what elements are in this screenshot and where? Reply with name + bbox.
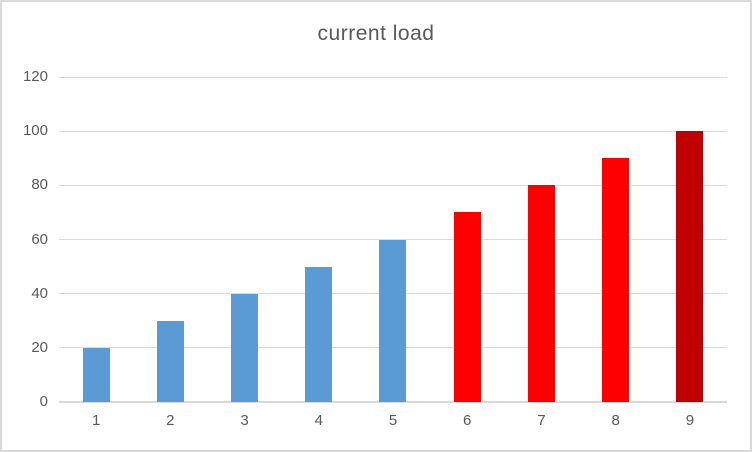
x-axis-labels: 1 2 3 4 5 6 7 8 9 (59, 412, 727, 429)
y-tick-label: 0 (39, 393, 48, 410)
y-tick-label: 20 (31, 338, 48, 356)
bar-slot (282, 77, 356, 402)
x-tick-label: 2 (166, 412, 175, 429)
bar-category-6 (453, 212, 481, 402)
bar-slot (579, 77, 653, 402)
bar-category-7 (527, 185, 555, 402)
bar-category-1 (82, 347, 110, 402)
chart-title: current load (317, 22, 435, 45)
bar-slot (207, 77, 281, 402)
gridline (59, 76, 727, 78)
bar-category-9 (676, 131, 704, 402)
bar-category-5 (379, 239, 407, 402)
gridline (59, 130, 727, 132)
bar-slot (653, 77, 727, 402)
y-tick-label: 100 (22, 122, 48, 140)
bar-category-3 (231, 293, 259, 402)
bar-series (59, 77, 727, 402)
y-tick-label: 60 (31, 230, 48, 248)
x-tick-label: 3 (240, 412, 249, 429)
bar-category-4 (305, 266, 333, 402)
x-tick-label: 9 (685, 412, 695, 429)
x-tick-label: 6 (463, 412, 472, 429)
bar-slot (430, 77, 504, 402)
plot-area (59, 76, 727, 403)
gridline (59, 184, 727, 186)
x-tick-label: 4 (314, 412, 323, 429)
x-tick-label: 8 (611, 412, 620, 429)
y-axis-labels: 0 20 40 60 80 100 120 (0, 68, 48, 410)
bar-slot (504, 77, 578, 402)
bar-slot (59, 77, 133, 402)
x-tick-label: 5 (388, 412, 398, 429)
x-tick-label: 7 (537, 412, 546, 429)
bar-category-2 (156, 320, 184, 402)
x-tick-label: 1 (91, 412, 101, 429)
y-tick-label: 80 (31, 176, 48, 194)
gridline (59, 401, 727, 403)
bar-slot (356, 77, 430, 402)
y-tick-label: 40 (31, 284, 48, 302)
bar-slot (133, 77, 207, 402)
bar-category-8 (602, 158, 630, 402)
y-tick-label: 120 (22, 68, 48, 85)
